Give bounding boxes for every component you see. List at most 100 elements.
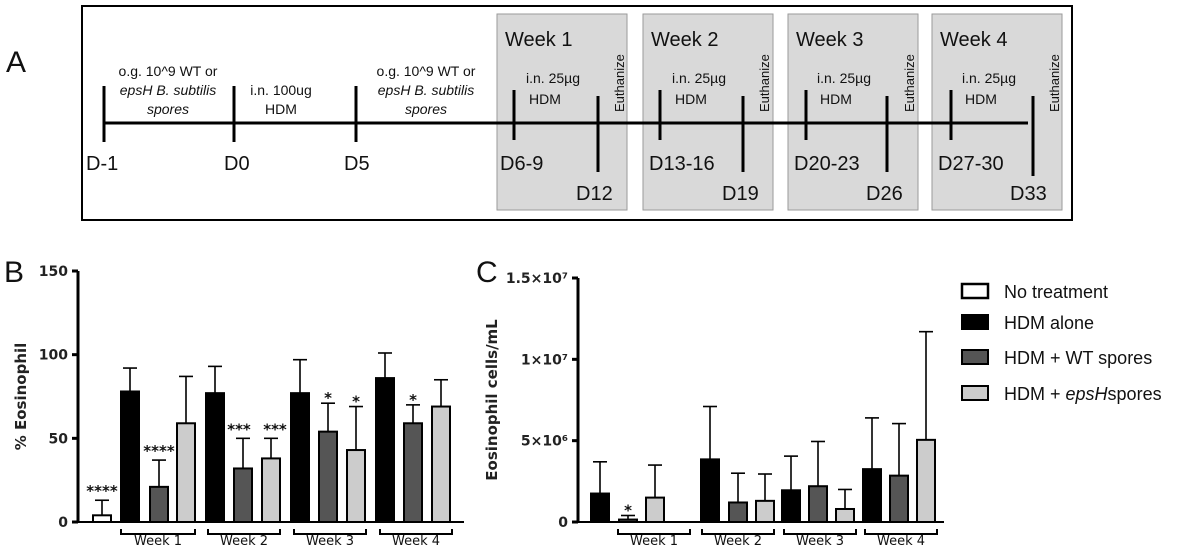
week-4-euth: Euthanize <box>1047 54 1062 112</box>
week-4-annot: Week 4 i.n. 25µg HDM Euthanize D27-30 D3… <box>938 29 1062 205</box>
week-3-range: D20-23 <box>794 153 860 175</box>
legend-label-wt: HDM + WT spores <box>1004 348 1152 368</box>
group-bracket <box>864 529 938 535</box>
pre1-line1: o.g. 10^9 WT or <box>119 63 218 79</box>
day-d5: D5 <box>344 153 370 175</box>
pre1-line3: spores <box>147 101 189 117</box>
week-4-range: D27-30 <box>938 153 1004 175</box>
panel-label-a: A <box>6 46 26 79</box>
week-1-range: D6-9 <box>500 153 543 175</box>
group-label-week-4: Week 4 <box>392 534 440 549</box>
week-4-end: D33 <box>1010 183 1047 205</box>
y-tick-label: 1.5×10⁷ <box>506 271 568 287</box>
pre2-line1: i.n. 100ug <box>250 82 312 98</box>
significance-mark: * <box>352 393 360 411</box>
significance-mark: * <box>409 391 417 409</box>
bar-hdm-epsh-spores-week-3 <box>835 507 855 523</box>
legend-epsh-italic: epsH <box>1066 384 1109 404</box>
week-2-title: Week 2 <box>651 29 718 51</box>
y-tick-label: 0 <box>58 515 68 531</box>
group-label-week-1: Week 1 <box>630 534 678 549</box>
bar-hdm-alone-week-1 <box>590 492 610 523</box>
pre1-line2: epsH B. subtilis <box>120 82 216 98</box>
bar-hdm-epsh-spores-week-1 <box>176 422 196 524</box>
week-box-2 <box>642 13 774 211</box>
group-label-week-2: Week 2 <box>220 534 268 549</box>
bar-hdm-wt-spores-week-3 <box>318 430 338 524</box>
week-1-euth: Euthanize <box>612 54 627 112</box>
group-bracket <box>293 529 367 535</box>
pre3-line2: epsH B. subtilis <box>378 82 474 98</box>
week-3-dose: i.n. 25µg <box>817 70 871 86</box>
week-3-annot: Week 3 i.n. 25µg HDM Euthanize D20-23 D2… <box>794 29 917 205</box>
group-bracket <box>207 529 281 535</box>
group-label-week-2: Week 2 <box>714 534 762 549</box>
chart-eosinophil-count: 0 5×10⁶ 1×10⁷ 1.5×10⁷ Eosinophil cells/mL * We… <box>483 271 944 549</box>
group-bracket <box>701 529 775 535</box>
bar-hdm-epsh-spores-week-4 <box>431 405 451 524</box>
week-4-title: Week 4 <box>940 29 1007 51</box>
week-1-end: D12 <box>576 183 613 205</box>
week-2-euth: Euthanize <box>757 54 772 112</box>
legend-swatch-hdm <box>961 314 989 330</box>
bar-hdm-epsh-spores-week-4 <box>916 438 936 523</box>
y-tick-label: 5×10⁶ <box>521 434 568 450</box>
bar-hdm-epsh-spores-week-2 <box>755 499 775 523</box>
bar-hdm-wt-spores-week-2 <box>233 467 253 524</box>
day-labels: D-1 D0 D5 <box>86 153 370 175</box>
legend-label-hdm: HDM alone <box>1004 313 1094 333</box>
group-label-week-3: Week 3 <box>796 534 844 549</box>
legend-swatch-wt <box>961 349 989 365</box>
legend-label-no-treatment: No treatment <box>1004 282 1108 302</box>
week-box-4 <box>931 13 1063 211</box>
bar-hdm-alone-week-2 <box>205 392 225 523</box>
bar-hdm-epsh-spores-week-2 <box>261 457 281 523</box>
group-label-week-1: Week 1 <box>134 534 182 549</box>
y-tick-label: 50 <box>49 431 69 447</box>
group-label-week-4: Week 4 <box>877 534 925 549</box>
y-tick-label: 100 <box>39 348 68 364</box>
bar-hdm-alone-week-3 <box>290 392 310 523</box>
legend-label-epsh: HDM + epsHspores <box>1004 384 1162 404</box>
bar-hdm-alone-week-2 <box>700 458 720 523</box>
week-2-annot: Week 2 i.n. 25µg HDM Euthanize D13-16 D1… <box>649 29 772 205</box>
bar-hdm-alone-week-1 <box>120 390 140 524</box>
y-axis-label: % Eosinophil <box>12 343 30 451</box>
significance-mark: **** <box>143 442 175 460</box>
week-1-title: Week 1 <box>505 29 572 51</box>
bar-hdm-wt-spores-week-4 <box>889 474 909 524</box>
bar-hdm-alone-week-3 <box>781 489 801 523</box>
y-axis-label: Eosinophil cells/mL <box>483 319 501 481</box>
group-label-week-3: Week 3 <box>306 534 354 549</box>
group-bracket <box>379 529 453 535</box>
bar-hdm-epsh-spores-week-1 <box>645 496 665 524</box>
significance-mark: *** <box>227 420 251 438</box>
legend: No treatment HDM alone HDM + WT spores H… <box>960 282 1162 404</box>
week-box-1 <box>496 13 628 211</box>
week-boxes <box>496 13 1063 211</box>
pre2-line2: HDM <box>265 101 297 117</box>
week-3-title: Week 3 <box>796 29 863 51</box>
y-tick-label: 0 <box>558 515 568 531</box>
bar-hdm-wt-spores-week-3 <box>808 485 828 524</box>
panel-label-c: C <box>476 256 498 289</box>
significance-mark: * <box>324 389 332 407</box>
week-2-range: D13-16 <box>649 153 715 175</box>
bar-hdm-alone-week-4 <box>375 377 395 523</box>
legend-epsh-prefix: HDM + <box>1004 384 1066 404</box>
significance-mark: *** <box>263 420 287 438</box>
legend-swatch-no-treatment <box>960 282 990 300</box>
week-1-dose: i.n. 25µg <box>526 70 580 86</box>
bar-hdm-wt-spores-week-1 <box>618 518 638 523</box>
bar-hdm-wt-spores-week-1 <box>149 485 169 523</box>
timeline-ticks <box>102 86 1035 176</box>
week-2-agent: HDM <box>675 91 707 107</box>
day-dm1: D-1 <box>86 153 118 175</box>
bar-hdm-wt-spores-week-2 <box>728 501 748 524</box>
bar-hdm-alone-week-4 <box>862 468 882 523</box>
legend-epsh-suffix: spores <box>1108 384 1162 404</box>
week-2-dose: i.n. 25µg <box>672 70 726 86</box>
week-1-annot: Week 1 i.n. 25µg HDM Euthanize D6-9 D12 <box>500 29 627 205</box>
